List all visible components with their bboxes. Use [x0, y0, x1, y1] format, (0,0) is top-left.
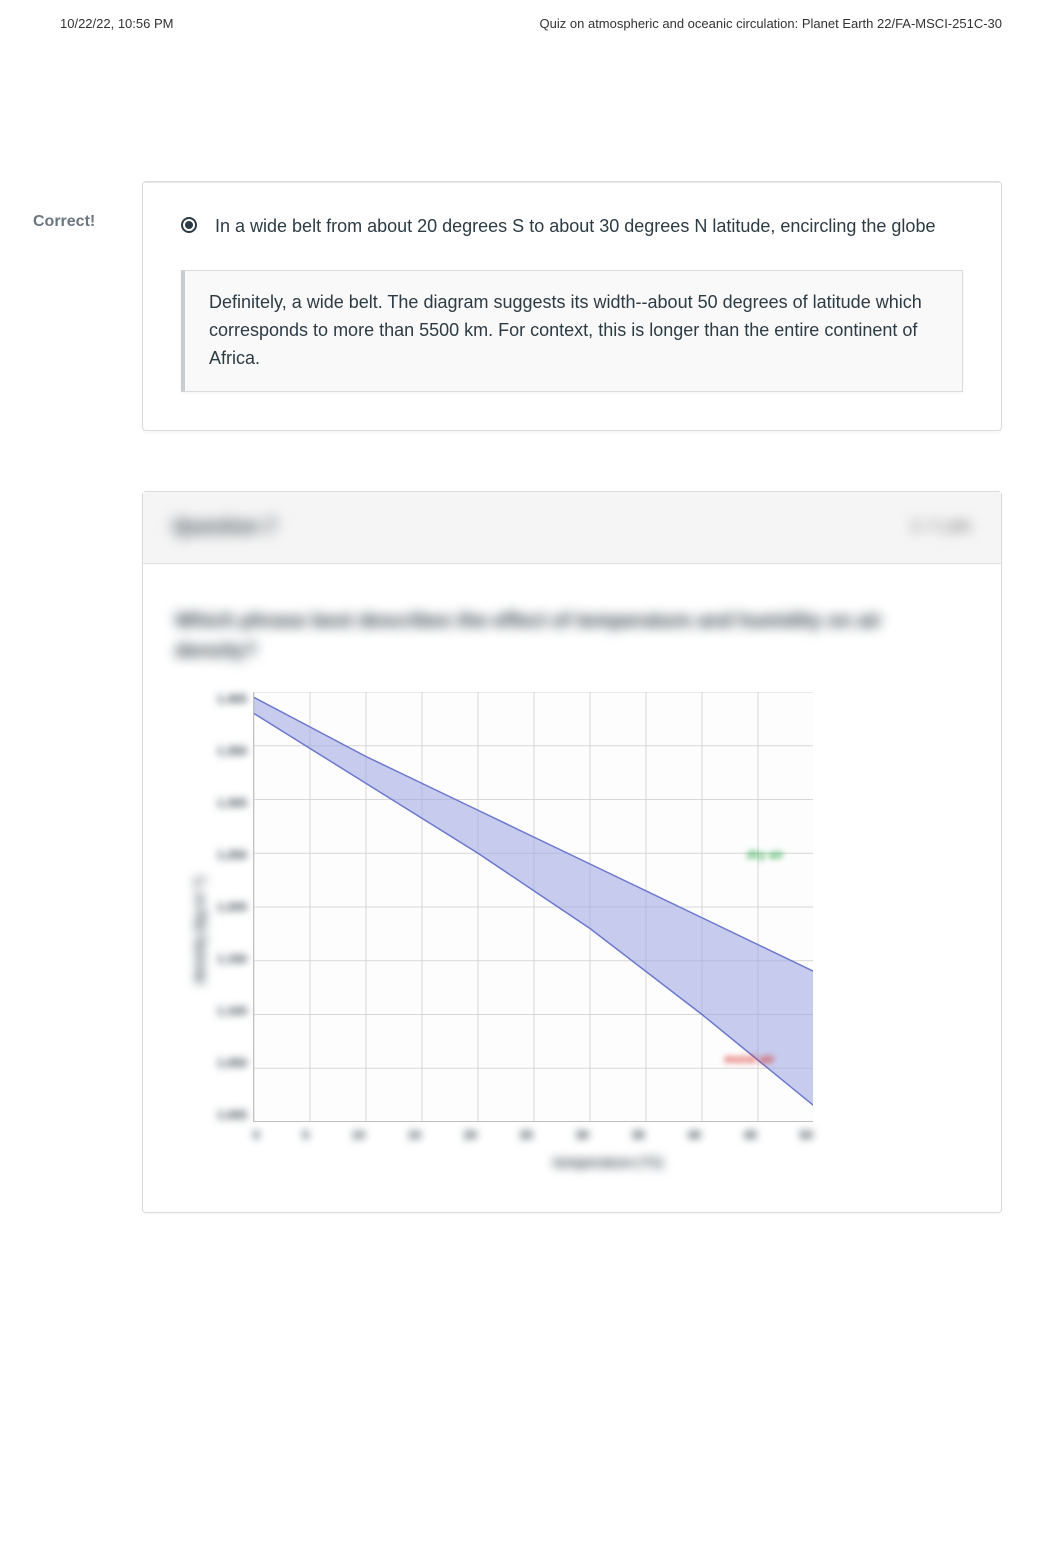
density-chart: density (kg m⁻³) 1.4001.3501.3001.2501.2…: [175, 692, 969, 1180]
plot-area: dry air moist air: [253, 692, 813, 1122]
question-number: Question 7: [173, 516, 276, 539]
y-axis-label: density (kg m⁻³): [181, 692, 217, 1170]
answer-row-correct: Correct! In a wide belt from about 20 de…: [143, 182, 1001, 250]
page-title: Quiz on atmospheric and oceanic circulat…: [540, 16, 1002, 31]
y-axis-ticks: 1.4001.3501.3001.2501.2001.1501.1001.050…: [217, 692, 253, 1122]
question-header: Question 7 1 / 1 pts: [143, 492, 1001, 564]
x-axis-ticks: 05101520253035404550: [253, 1122, 813, 1142]
correct-badge: Correct!: [33, 213, 95, 231]
content-wrap: Correct! In a wide belt from about 20 de…: [0, 31, 1062, 1213]
question-card-7: Question 7 1 / 1 pts Which phrase best d…: [142, 491, 1002, 1213]
question-body: Which phrase best describes the effect o…: [143, 564, 1001, 1212]
answer-text: In a wide belt from about 20 degrees S t…: [215, 213, 935, 240]
print-header: 10/22/22, 10:56 PM Quiz on atmospheric a…: [0, 0, 1062, 31]
timestamp: 10/22/22, 10:56 PM: [60, 16, 173, 31]
svg-text:dry air: dry air: [747, 847, 784, 861]
svg-text:moist air: moist air: [724, 1052, 774, 1066]
question-card-prev: Correct! In a wide belt from about 20 de…: [142, 181, 1002, 431]
x-axis-label: temperature (°C): [253, 1154, 963, 1170]
question-prompt: Which phrase best describes the effect o…: [175, 606, 969, 666]
feedback-box: Definitely, a wide belt. The diagram sug…: [181, 270, 963, 392]
radio-selected-icon[interactable]: [181, 217, 197, 233]
question-points: 1 / 1 pts: [911, 516, 971, 539]
